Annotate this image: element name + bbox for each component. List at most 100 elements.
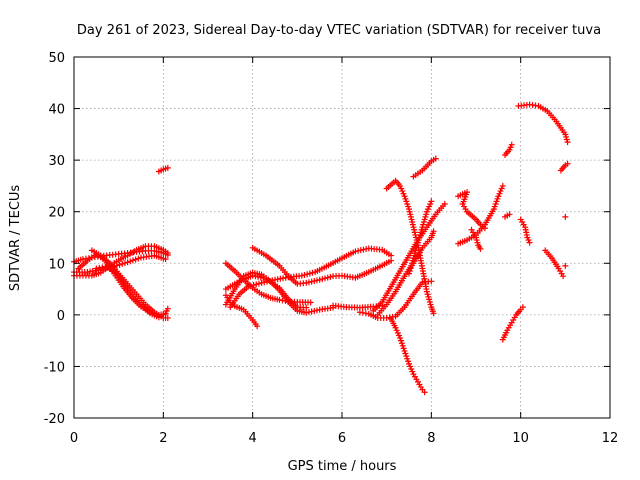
data-point bbox=[124, 259, 131, 266]
data-point bbox=[301, 271, 308, 278]
y-tick-label: 20 bbox=[48, 206, 65, 221]
data-point bbox=[357, 247, 364, 254]
data-point bbox=[388, 257, 395, 264]
data-point bbox=[311, 307, 318, 314]
data-point bbox=[164, 305, 171, 312]
data-point bbox=[162, 256, 169, 263]
data-point bbox=[313, 277, 320, 284]
data-point bbox=[564, 160, 571, 167]
data-point bbox=[562, 213, 569, 220]
data-point bbox=[327, 273, 334, 280]
series-arc-32 bbox=[562, 213, 569, 220]
x-tick-label: 2 bbox=[159, 431, 167, 446]
data-point bbox=[441, 200, 448, 207]
data-point bbox=[261, 279, 268, 286]
data-point bbox=[506, 211, 513, 218]
data-point bbox=[298, 272, 305, 279]
data-point bbox=[308, 278, 315, 285]
data-point bbox=[303, 304, 310, 311]
data-point bbox=[253, 281, 260, 288]
y-tick-label: 10 bbox=[48, 257, 65, 272]
chart-title: Day 261 of 2023, Sidereal Day-to-day VTE… bbox=[77, 23, 601, 38]
series-arc-21 bbox=[410, 155, 439, 180]
data-point bbox=[519, 304, 526, 311]
data-point bbox=[129, 257, 136, 264]
data-point bbox=[499, 182, 506, 189]
series-arc-12 bbox=[222, 269, 337, 316]
data-point bbox=[164, 314, 171, 321]
series-arc-16 bbox=[370, 200, 448, 314]
data-point bbox=[255, 273, 262, 280]
x-tick-label: 6 bbox=[338, 431, 346, 446]
data-point bbox=[303, 279, 310, 286]
y-tick-label: 0 bbox=[57, 309, 65, 324]
data-point bbox=[306, 270, 313, 277]
data-point bbox=[352, 248, 359, 255]
data-point bbox=[245, 283, 252, 290]
data-point bbox=[303, 309, 310, 316]
series-arc-29 bbox=[517, 216, 533, 246]
data-marks bbox=[71, 101, 571, 396]
y-tick-label: -20 bbox=[44, 412, 65, 427]
series-arc-18 bbox=[383, 177, 437, 317]
data-point bbox=[560, 273, 567, 280]
data-point bbox=[430, 310, 437, 317]
data-point bbox=[430, 228, 437, 235]
data-point bbox=[324, 274, 331, 281]
data-point bbox=[304, 271, 311, 278]
data-point bbox=[526, 239, 533, 246]
data-point bbox=[255, 280, 262, 287]
x-tick-label: 0 bbox=[70, 431, 78, 446]
data-point bbox=[132, 256, 139, 263]
series-arc-25 bbox=[499, 304, 526, 343]
series-arc-20 bbox=[406, 198, 435, 277]
x-tick-label: 12 bbox=[602, 431, 619, 446]
data-point bbox=[477, 245, 484, 252]
data-point bbox=[127, 258, 134, 265]
data-point bbox=[121, 260, 128, 267]
series-arc-02 bbox=[71, 252, 169, 276]
data-point bbox=[316, 276, 323, 283]
x-tick-label: 4 bbox=[249, 431, 257, 446]
series-arc-19 bbox=[388, 315, 428, 396]
data-point bbox=[164, 164, 171, 171]
data-point bbox=[432, 155, 439, 162]
data-point bbox=[322, 275, 329, 282]
data-point bbox=[250, 282, 257, 289]
data-point bbox=[355, 247, 362, 254]
series-arc-27 bbox=[502, 141, 515, 158]
data-point bbox=[562, 262, 569, 269]
grid bbox=[74, 57, 610, 418]
y-tick-label: -10 bbox=[44, 360, 65, 375]
data-point bbox=[135, 255, 142, 262]
data-point bbox=[305, 309, 312, 316]
data-point bbox=[481, 225, 488, 232]
series-arc-33 bbox=[562, 262, 569, 269]
data-point bbox=[305, 279, 312, 286]
series-arc-07 bbox=[155, 164, 171, 175]
data-point bbox=[311, 278, 318, 285]
data-point bbox=[564, 139, 571, 146]
axis-ticks: 0 2 4 6 8 10 12 -20 -10 0 10 20 30 40 50 bbox=[44, 51, 619, 446]
series-arc-28 bbox=[515, 101, 571, 146]
series-arc-13 bbox=[249, 244, 395, 287]
data-point bbox=[308, 308, 315, 315]
x-axis-title: GPS time / hours bbox=[288, 459, 397, 474]
data-point bbox=[421, 389, 428, 396]
data-point bbox=[254, 323, 261, 330]
data-point bbox=[116, 261, 123, 268]
data-point bbox=[307, 299, 314, 306]
series-arc-23 bbox=[455, 189, 488, 232]
data-point bbox=[119, 260, 126, 267]
series-arc-06 bbox=[93, 263, 171, 321]
x-tick-label: 10 bbox=[512, 431, 529, 446]
series-arc-31 bbox=[557, 160, 571, 174]
data-point bbox=[428, 198, 435, 205]
y-tick-label: 30 bbox=[48, 154, 65, 169]
series-arc-30 bbox=[542, 247, 567, 280]
x-tick-label: 8 bbox=[427, 431, 435, 446]
data-point bbox=[508, 141, 515, 148]
data-point bbox=[247, 282, 254, 289]
y-axis-title: SDTVAR / TECUs bbox=[8, 185, 23, 292]
